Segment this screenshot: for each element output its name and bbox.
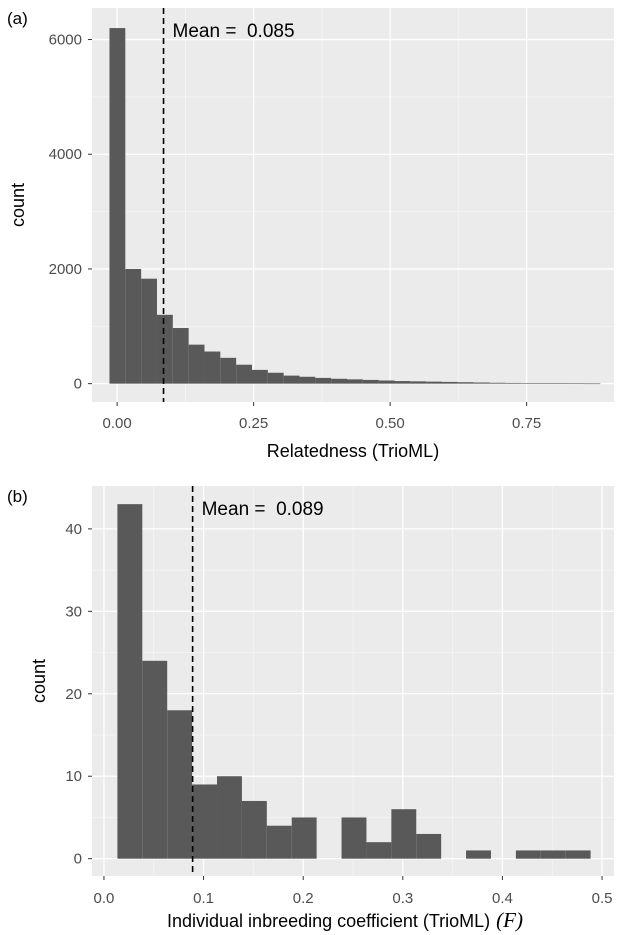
x-axis-ticks-b: 0.0 0.1 0.2 0.3 0.4 0.5 bbox=[94, 876, 613, 907]
y-tick-label: 4000 bbox=[49, 146, 82, 163]
panel-label-a: (a) bbox=[7, 9, 28, 28]
histogram-bar bbox=[473, 382, 490, 384]
histogram-bar bbox=[426, 381, 443, 384]
histogram-bar bbox=[341, 817, 367, 859]
y-tick-label: 2000 bbox=[49, 261, 82, 278]
histogram-bar bbox=[217, 776, 242, 859]
y-tick-label: 30 bbox=[65, 603, 82, 620]
histogram-bar bbox=[515, 850, 541, 859]
histogram-bar bbox=[192, 784, 218, 859]
x-axis-title-b-text: Individual inbreeding coefficient (TrioM… bbox=[167, 911, 490, 931]
y-tick-label: 0 bbox=[74, 851, 82, 868]
histogram-bar bbox=[204, 351, 221, 384]
histogram-bar bbox=[568, 383, 585, 385]
histogram-bar bbox=[537, 383, 553, 384]
histogram-bar bbox=[251, 369, 268, 384]
x-tick-label: 0.50 bbox=[376, 415, 405, 432]
histogram-bar bbox=[283, 375, 300, 384]
panel-label-b: (b) bbox=[7, 487, 28, 506]
histogram-bar bbox=[220, 357, 237, 384]
y-tick-label: 6000 bbox=[49, 32, 82, 49]
histogram-bar bbox=[241, 800, 267, 859]
bars-b bbox=[117, 504, 591, 859]
y-axis-title-a: count bbox=[8, 183, 28, 227]
histogram-bar bbox=[346, 379, 363, 384]
histogram-bar bbox=[466, 850, 491, 859]
histogram-bar bbox=[416, 833, 442, 859]
x-tick-label: 0.5 bbox=[592, 890, 613, 907]
histogram-bar bbox=[362, 379, 379, 384]
histogram-bar bbox=[489, 382, 506, 384]
histogram-bar bbox=[142, 660, 168, 859]
histogram-bar bbox=[117, 504, 143, 859]
histogram-bar bbox=[188, 344, 205, 384]
histogram-bar bbox=[457, 382, 474, 384]
x-tick-label: 0.3 bbox=[392, 890, 413, 907]
y-axis-ticks-a: 0 2000 4000 6000 bbox=[49, 32, 92, 393]
histogram-bar bbox=[291, 817, 317, 859]
y-tick-label: 40 bbox=[65, 521, 82, 538]
histogram-bar bbox=[442, 381, 458, 384]
histogram-bar bbox=[109, 28, 126, 384]
x-axis-title-b: Individual inbreeding coefficient (TrioM… bbox=[167, 908, 523, 932]
histogram-bar bbox=[391, 809, 417, 859]
histogram-bar bbox=[505, 382, 522, 384]
mean-label-b: Mean = 0.089 bbox=[202, 499, 324, 520]
histogram-bar bbox=[315, 377, 332, 384]
x-axis-title-b-symbol: (F) bbox=[496, 908, 523, 932]
histogram-bar bbox=[366, 842, 392, 859]
histogram-bar bbox=[540, 850, 566, 859]
histogram-bar bbox=[552, 383, 569, 384]
histogram-bar bbox=[521, 383, 538, 384]
histogram-bar bbox=[565, 850, 591, 859]
histogram-bar bbox=[378, 380, 395, 384]
y-tick-label: 20 bbox=[65, 686, 82, 703]
histogram-bar bbox=[410, 381, 427, 384]
x-axis-title-a: Relatedness (TrioML) bbox=[267, 441, 439, 461]
histogram-bar bbox=[172, 328, 189, 384]
y-axis-title-b: count bbox=[29, 659, 49, 703]
y-tick-label: 0 bbox=[74, 376, 82, 393]
x-tick-label: 0.1 bbox=[193, 890, 214, 907]
histogram-bar bbox=[299, 376, 316, 384]
bars-a bbox=[109, 28, 601, 385]
y-tick-label: 10 bbox=[65, 768, 82, 785]
x-tick-label: 0.75 bbox=[512, 415, 541, 432]
histogram-bar bbox=[267, 372, 284, 384]
x-axis-ticks-a: 0.00 0.25 0.50 0.75 bbox=[103, 402, 541, 432]
histogram-panel-a: (a) Mean = 0.085 0.00 0.25 0.50 0.75 0 2000 4… bbox=[7, 8, 614, 461]
histogram-bar bbox=[156, 314, 173, 384]
mean-label-a: Mean = 0.085 bbox=[173, 21, 295, 42]
histogram-bar bbox=[236, 364, 252, 384]
histogram-bar bbox=[331, 378, 347, 384]
histogram-bar bbox=[167, 710, 193, 859]
histogram-bar bbox=[266, 825, 292, 859]
y-axis-ticks-b: 0 10 20 30 40 bbox=[65, 521, 92, 868]
histogram-bar bbox=[584, 383, 601, 385]
histogram-bar bbox=[394, 381, 411, 384]
histogram-panel-b: (b) Mean = 0.089 0.0 0.1 0.2 0.3 0.4 0.5 0 10 2… bbox=[7, 486, 614, 932]
x-tick-label: 0.00 bbox=[103, 415, 132, 432]
x-tick-label: 0.0 bbox=[94, 890, 115, 907]
histogram-bar bbox=[141, 278, 157, 384]
x-tick-label: 0.2 bbox=[293, 890, 314, 907]
x-tick-label: 0.25 bbox=[239, 415, 268, 432]
x-tick-label: 0.4 bbox=[492, 890, 513, 907]
histogram-bar bbox=[125, 268, 142, 384]
